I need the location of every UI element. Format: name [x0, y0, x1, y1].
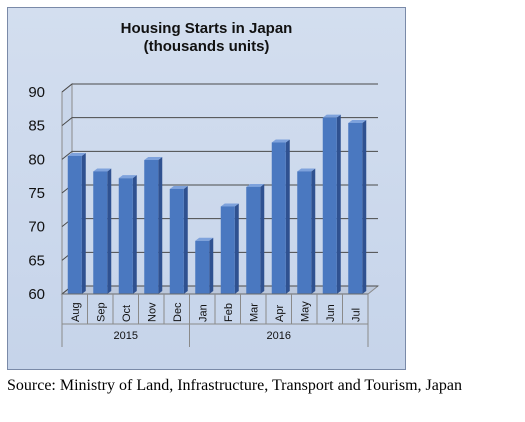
y-tick-label-70: 70	[28, 219, 45, 236]
group-label-2016: 2016	[267, 330, 291, 342]
bar-front-mar	[246, 186, 261, 294]
bar-side-apr	[285, 139, 290, 294]
bar-top-feb	[220, 203, 239, 207]
y-tick-label-80: 80	[28, 151, 45, 168]
bar-side-oct	[132, 175, 137, 294]
category-label-mar: Mar	[248, 303, 260, 322]
bar-top-mar	[246, 183, 265, 187]
bar-apr	[271, 139, 290, 294]
bar-front-may	[297, 171, 312, 294]
y-tick-label-85: 85	[28, 118, 45, 135]
bar-front-aug	[67, 155, 82, 294]
bar-top-may	[297, 168, 316, 172]
bar-side-jan	[209, 237, 214, 294]
bar-front-sep	[93, 171, 108, 294]
bar-side-feb	[234, 203, 239, 294]
category-label-aug: Aug	[70, 302, 82, 322]
chart-title-line-1: Housing Starts in Japan	[120, 20, 293, 37]
bar-top-jun	[322, 114, 341, 118]
bar-jan	[195, 237, 214, 294]
bar-sep	[93, 168, 112, 294]
bar-top-nov	[144, 157, 163, 161]
bar-oct	[118, 175, 137, 294]
bar-nov	[144, 157, 163, 294]
bar-front-nov	[144, 160, 159, 294]
bar-side-nov	[158, 157, 163, 294]
y-tick-label-90: 90	[28, 84, 45, 101]
chart-title: Housing Starts in Japan (thousands units…	[7, 20, 406, 56]
bar-front-oct	[118, 178, 133, 294]
y-tick-label-75: 75	[28, 185, 45, 202]
bar-top-aug	[67, 152, 86, 156]
category-label-oct: Oct	[121, 305, 133, 322]
bar-side-dec	[183, 185, 188, 294]
bar-top-oct	[118, 175, 137, 179]
category-label-jul: Jul	[350, 308, 362, 322]
bar-front-feb	[220, 206, 235, 294]
bar-top-jan	[195, 237, 214, 241]
bar-dec	[169, 185, 188, 294]
bar-top-sep	[93, 168, 112, 172]
bar-aug	[67, 152, 86, 294]
group-label-2015: 2015	[114, 330, 138, 342]
bar-front-dec	[169, 188, 184, 294]
bar-may	[297, 168, 316, 294]
bar-feb	[220, 203, 239, 294]
gridline-90	[61, 83, 378, 93]
bar-jul	[348, 119, 367, 295]
bar-jun	[322, 114, 341, 294]
bar-top-dec	[169, 185, 188, 189]
bar-side-sep	[107, 168, 112, 294]
bar-top-jul	[348, 119, 367, 123]
category-label-feb: Feb	[223, 303, 235, 322]
gridline-85	[61, 117, 378, 127]
category-label-sep: Sep	[95, 302, 107, 322]
bar-mar	[246, 183, 265, 294]
bar-top-apr	[271, 139, 290, 143]
category-label-may: May	[299, 301, 311, 322]
bar-front-jun	[322, 117, 337, 294]
category-label-jun: Jun	[325, 304, 337, 322]
bar-front-jan	[195, 240, 210, 294]
bar-front-apr	[271, 142, 286, 294]
bar-side-jun	[336, 114, 341, 294]
category-label-dec: Dec	[172, 302, 184, 322]
chart-title-line-2: (thousands units)	[143, 38, 270, 55]
bar-side-may	[311, 168, 316, 294]
bar-front-jul	[348, 122, 363, 295]
category-label-jan: Jan	[197, 304, 209, 322]
bar-side-aug	[81, 152, 86, 294]
bar-side-jul	[362, 119, 367, 295]
category-label-nov: Nov	[146, 302, 158, 322]
category-label-apr: Apr	[274, 305, 286, 322]
bar-side-mar	[260, 183, 265, 294]
y-tick-label-65: 65	[28, 252, 45, 269]
y-tick-label-60: 60	[28, 286, 45, 303]
source-note: Source: Ministry of Land, Infrastructure…	[7, 377, 462, 394]
